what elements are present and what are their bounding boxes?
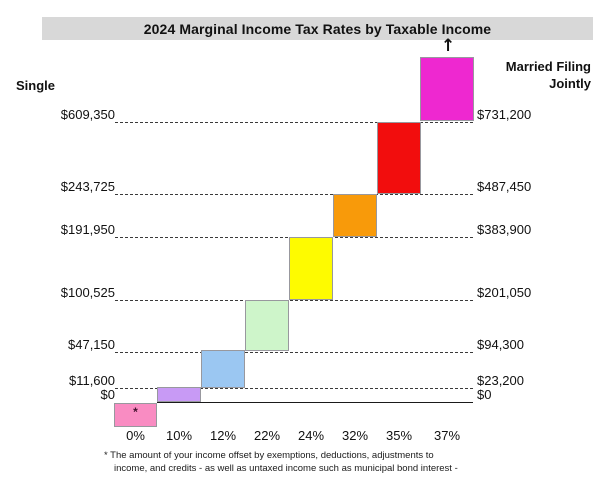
married-threshold-label: $383,900 (477, 222, 532, 237)
single-threshold-label: $243,725 (60, 179, 115, 194)
footnote: * The amount of your income offset by ex… (104, 449, 544, 475)
bracket-threshold-line-11600 (115, 388, 473, 389)
rate-tick-label-37pct: 37% (433, 428, 461, 443)
zero-bracket-asterisk: * (133, 405, 138, 419)
bracket-threshold-line-47150 (115, 352, 473, 353)
footnote-line-1: * The amount of your income offset by ex… (104, 449, 544, 462)
married-threshold-label: $23,200 (477, 373, 524, 388)
bracket-box-12pct (201, 350, 245, 388)
chart-title-bar: 2024 Marginal Income Tax Rates by Taxabl… (42, 17, 593, 40)
footnote-marker: * (104, 450, 108, 461)
single-threshold-label: $609,350 (60, 107, 115, 122)
married-threshold-label: $487,450 (477, 179, 532, 194)
bracket-box-0pct: * (114, 403, 157, 427)
married-filing-jointly-axis-header: Married Filing Jointly (505, 59, 591, 91)
rate-tick-label-0pct: 0% (126, 428, 145, 443)
single-threshold-label: $11,600 (68, 373, 115, 388)
footnote-text-1: The amount of your income offset by exem… (110, 450, 434, 461)
bracket-box-37pct (420, 57, 474, 121)
bracket-threshold-line-zero (157, 402, 473, 403)
rate-tick-label-35pct: 35% (385, 428, 413, 443)
married-threshold-label: $731,200 (477, 107, 532, 122)
married-threshold-label: $94,300 (477, 337, 524, 352)
chart-title: 2024 Marginal Income Tax Rates by Taxabl… (143, 20, 492, 37)
single-axis-header: Single (16, 78, 56, 93)
single-threshold-label: $100,525 (60, 285, 115, 300)
bracket-threshold-line-243725 (115, 194, 473, 195)
single-threshold-label: $0 (100, 387, 115, 402)
bracket-box-32pct (333, 194, 377, 237)
bracket-threshold-line-100525 (115, 300, 473, 301)
rate-tick-label-32pct: 32% (341, 428, 369, 443)
single-threshold-label: $191,950 (60, 222, 115, 237)
rate-tick-label-12pct: 12% (209, 428, 237, 443)
rate-tick-label-24pct: 24% (297, 428, 325, 443)
rate-tick-label-10pct: 10% (165, 428, 193, 443)
bracket-box-24pct (289, 237, 333, 300)
single-threshold-label: $47,150 (68, 337, 115, 352)
bracket-box-22pct (245, 300, 289, 351)
bracket-threshold-line-609350 (115, 122, 473, 123)
bracket-box-35pct (377, 122, 421, 194)
bracket-box-10pct (157, 387, 201, 402)
married-threshold-label: $0 (477, 387, 492, 402)
footnote-line-2: income, and credits - as well as untaxed… (114, 463, 458, 474)
open-ended-arrow-icon: ↑ (441, 36, 456, 56)
married-threshold-label: $201,050 (477, 285, 532, 300)
rate-tick-label-22pct: 22% (253, 428, 281, 443)
